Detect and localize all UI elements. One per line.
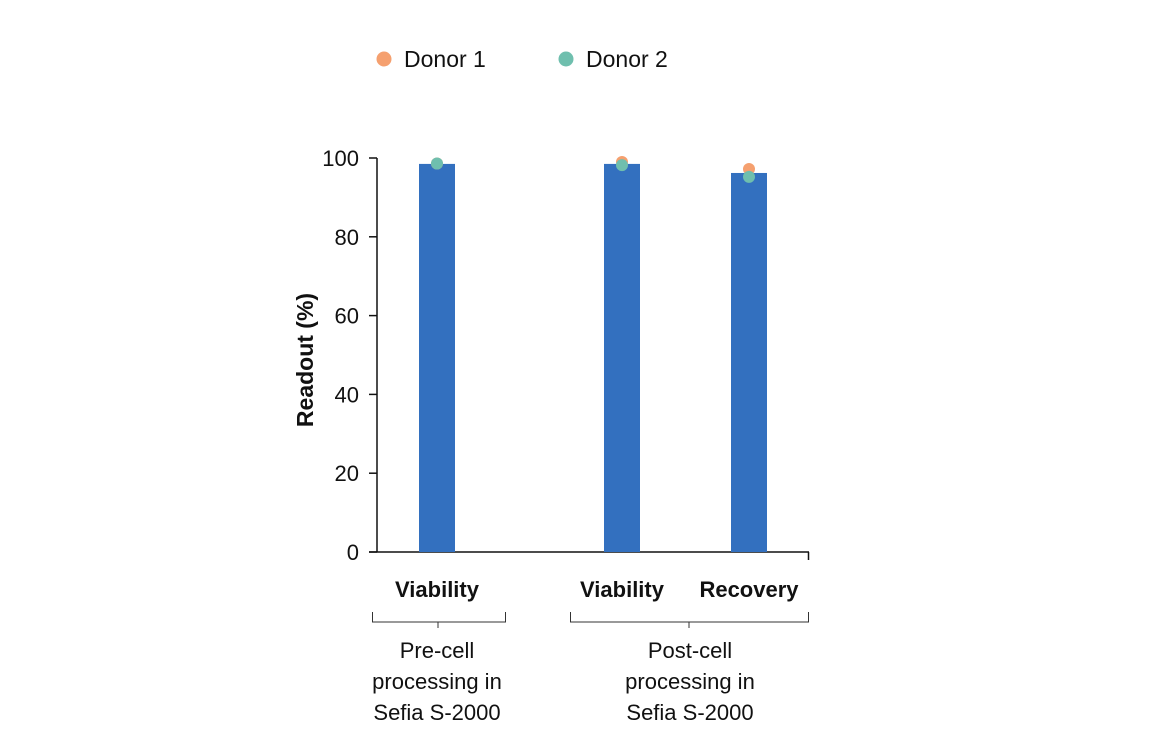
group-label-pre-line-1: Pre-cell [400,638,475,663]
y-tick-label-20: 20 [335,461,359,486]
legend-marker-donor-2 [558,51,574,67]
group-bracket-post [570,612,809,628]
y-axis-label: Readout (%) [292,293,318,427]
group-bracket-pre [372,612,506,628]
y-tick-label-60: 60 [335,304,359,329]
group-label-pre-line-2: processing in [372,669,502,694]
category-label-post-recovery: Recovery [699,577,799,602]
point-donor-2-bar-2 [743,170,755,183]
group-label-post-line-2: processing in [625,669,755,694]
bar-2-recovery [731,172,767,553]
bar-1-viability [604,163,640,552]
category-label-pre-viability: Viability [395,577,480,602]
y-tick-label-80: 80 [335,225,359,250]
bars [419,163,767,553]
y-tick-label-0: 0 [347,540,359,565]
legend-label-donor-1: Donor 1 [404,46,486,72]
donor-points [431,155,755,183]
category-label-post-viability: Viability [580,577,665,602]
legend-label-donor-2: Donor 2 [586,46,668,72]
y-ticks: 0 20 40 60 80 100 [322,146,377,565]
group-label-post-line-1: Post-cell [648,638,732,663]
legend-marker-donor-1 [376,51,392,67]
bar-0-viability [419,163,455,552]
y-tick-label-40: 40 [335,382,359,407]
y-tick-label-100: 100 [322,146,359,171]
group-label-post-line-3: Sefia S-2000 [626,700,753,725]
legend: Donor 1 Donor 2 [376,46,668,72]
group-label-pre-line-3: Sefia S-2000 [373,700,500,725]
point-donor-2-bar-0 [431,157,443,170]
point-donor-2-bar-1 [616,159,628,172]
